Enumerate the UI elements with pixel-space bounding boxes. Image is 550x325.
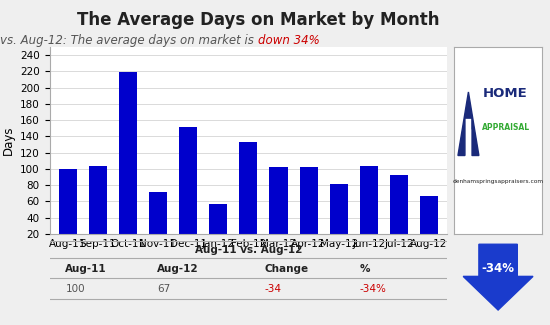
Bar [420,196,438,250]
Text: Change: Change [264,265,309,274]
Text: denhamspringsappraisers.com: denhamspringsappraisers.com [453,179,543,184]
Bar [390,175,408,250]
Text: -34%: -34% [360,284,387,294]
Bar [300,166,318,250]
Bar [329,184,348,250]
Text: 67: 67 [157,284,170,294]
Bar [89,166,107,250]
Text: Aug-11 vs. Aug-12: The average days on market is: Aug-11 vs. Aug-12: The average days on m… [0,34,258,47]
Text: %: % [360,265,370,274]
Bar [360,166,378,250]
Y-axis label: Days: Days [2,126,14,155]
Text: 100: 100 [65,284,85,294]
Text: HOME: HOME [482,87,527,100]
Bar [58,169,76,250]
Text: Aug-11 vs. Aug-12: Aug-11 vs. Aug-12 [195,245,302,255]
Bar [270,166,288,250]
Polygon shape [458,92,479,155]
Text: down 34%: down 34% [258,34,320,47]
Bar [209,204,227,250]
Text: -34%: -34% [482,262,515,275]
Text: -34: -34 [264,284,281,294]
Text: Aug-12: Aug-12 [157,265,199,274]
Polygon shape [463,244,533,310]
Bar [179,127,197,250]
Text: Aug-11: Aug-11 [65,265,107,274]
Bar [149,192,167,250]
Text: The Average Days on Market by Month: The Average Days on Market by Month [77,11,440,29]
Bar [119,72,137,250]
Text: APPRAISAL: APPRAISAL [482,123,531,132]
Polygon shape [467,129,470,155]
Bar [239,142,257,250]
